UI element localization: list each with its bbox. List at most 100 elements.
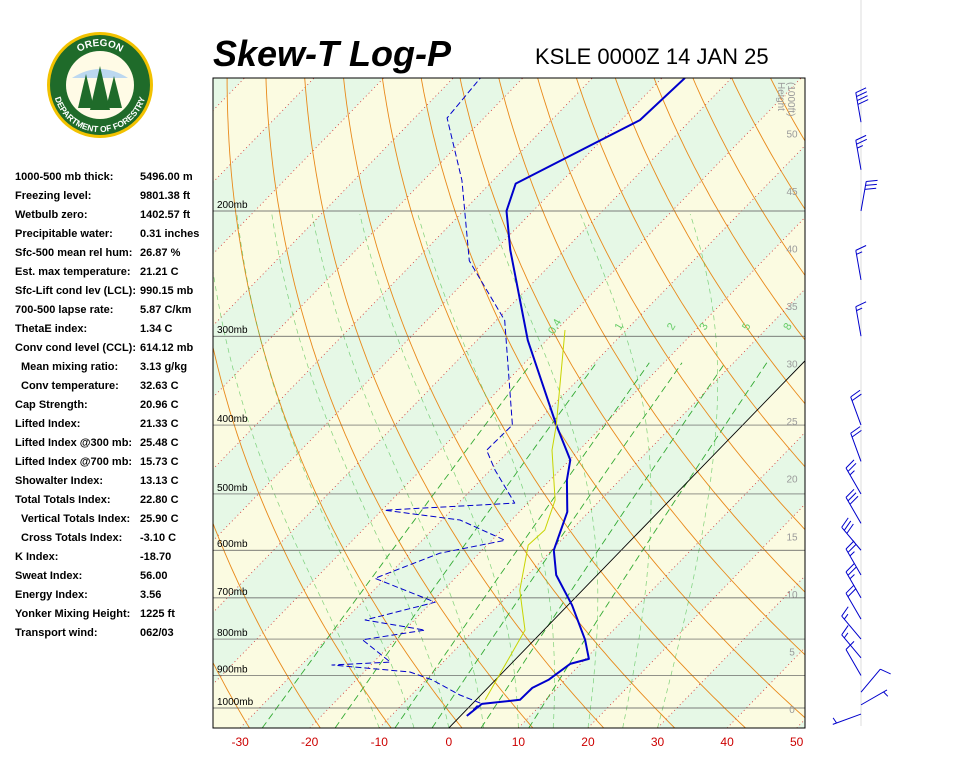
- dry-adiabat: [884, 73, 960, 728]
- stat-label: Est. max temperature:: [15, 266, 131, 278]
- stat-value: 1.34 C: [140, 323, 172, 335]
- stat-value: -3.10 C: [140, 532, 176, 544]
- dry-adiabat: [923, 73, 960, 728]
- stat-value: 1402.57 ft: [140, 209, 190, 221]
- stat-label: Cap Strength:: [15, 399, 88, 411]
- stat-value: 614.12 mb: [140, 342, 193, 354]
- height-axis-label: (1000ft): [785, 82, 796, 116]
- stat-label: Precipitable water:: [15, 228, 113, 240]
- wind-barb: [833, 714, 861, 724]
- wind-barb: [846, 641, 861, 675]
- stat-label: 700-500 lapse rate:: [15, 304, 113, 316]
- stat-label: Energy Index:: [15, 589, 88, 601]
- temperature-band: [866, 78, 960, 728]
- stat-value: 20.96 C: [140, 399, 179, 411]
- wind-barb: [861, 669, 891, 692]
- stat-value: 1225 ft: [140, 608, 175, 620]
- x-tick-label: 50: [790, 735, 804, 749]
- station: KSLE 0000Z 14 JAN 25: [535, 44, 769, 69]
- stat-value: 21.21 C: [140, 266, 179, 278]
- stat-label: Lifted Index @700 mb:: [15, 456, 132, 468]
- height-tick-label: 30: [786, 360, 798, 371]
- stat-label: Lifted Index @300 mb:: [15, 437, 132, 449]
- stat-label: Showalter Index:: [15, 475, 103, 487]
- height-tick-label: 45: [786, 187, 798, 198]
- stat-label: K Index:: [15, 551, 58, 563]
- dry-adiabat: [845, 73, 960, 728]
- stat-value: -18.70: [140, 551, 171, 563]
- stat-value: 25.90 C: [140, 513, 179, 525]
- stat-value: 22.80 C: [140, 494, 179, 506]
- height-tick-label: 35: [786, 302, 798, 313]
- wind-barb: [856, 88, 868, 122]
- wind-barb: [861, 180, 878, 211]
- height-tick-label: 40: [786, 244, 798, 255]
- stat-value: 25.48 C: [140, 437, 179, 449]
- y-tick-label: 500mb: [217, 483, 248, 494]
- y-tick-label: 1000mb: [217, 697, 254, 708]
- height-axis-label: Height: [775, 82, 786, 111]
- y-tick-label: 200mb: [217, 200, 248, 211]
- stat-label: Transport wind:: [15, 627, 98, 639]
- x-tick-label: -20: [301, 735, 319, 749]
- x-tick-label: 40: [720, 735, 734, 749]
- stat-value: 56.00: [140, 570, 168, 582]
- dry-adiabat: [807, 73, 960, 728]
- stat-label: Conv temperature:: [21, 380, 119, 392]
- x-tick-label: 0: [445, 735, 452, 749]
- y-tick-label: 800mb: [217, 628, 248, 639]
- x-tick-label: 10: [512, 735, 526, 749]
- stat-value: 13.13 C: [140, 475, 179, 487]
- stat-value: 5496.00 m: [140, 171, 193, 183]
- wind-barb: [846, 564, 861, 598]
- height-tick-label: 20: [786, 475, 798, 486]
- wind-barb: [846, 585, 861, 619]
- stat-label: Yonker Mixing Height:: [15, 608, 130, 620]
- stat-value: 062/03: [140, 627, 174, 639]
- stat-label: Lifted Index:: [15, 418, 80, 430]
- wind-barb: [842, 625, 861, 657]
- logo: OREGON DEPARTMENT OF FORESTRY: [47, 32, 153, 138]
- wind-barb: [842, 607, 861, 639]
- stat-label: Total Totals Index:: [15, 494, 111, 506]
- x-tick-label: -30: [231, 735, 249, 749]
- wind-barb: [842, 518, 861, 550]
- stat-label: ThetaE index:: [15, 323, 87, 335]
- stat-label: Wetbulb zero:: [15, 209, 88, 221]
- height-tick-label: 10: [786, 590, 798, 601]
- stat-label: Vertical Totals Index:: [21, 513, 130, 525]
- stat-value: 21.33 C: [140, 418, 179, 430]
- stat-value: 15.73 C: [140, 456, 179, 468]
- x-tick-label: 30: [651, 735, 665, 749]
- wind-barb: [846, 460, 861, 494]
- stat-value: 3.13 g/kg: [140, 361, 187, 373]
- height-tick-label: 25: [786, 417, 798, 428]
- height-tick-label: 0: [789, 705, 795, 716]
- stat-label: Mean mixing ratio:: [21, 361, 118, 373]
- stat-value: 32.63 C: [140, 380, 179, 392]
- y-tick-label: 900mb: [217, 664, 248, 675]
- y-tick-label: 300mb: [217, 325, 248, 336]
- y-tick-label: 400mb: [217, 414, 248, 425]
- wind-barbs: [833, 88, 891, 725]
- wind-barb: [851, 427, 862, 462]
- wind-barb: [861, 690, 888, 705]
- stat-value: 0.31 inches: [140, 228, 199, 240]
- temperature-band: [797, 78, 960, 728]
- height-tick-label: 5: [789, 647, 795, 658]
- isotherm: [797, 78, 960, 728]
- isotherm: [866, 78, 960, 728]
- y-tick-label: 600mb: [217, 539, 248, 550]
- stat-value: 26.87 %: [140, 247, 181, 259]
- stat-value: 5.87 C/km: [140, 304, 192, 316]
- stat-label: Sfc-500 mean rel hum:: [15, 247, 132, 259]
- x-tick-label: 20: [581, 735, 595, 749]
- stat-label: 1000-500 mb thick:: [15, 171, 113, 183]
- stat-label: Conv cond level (CCL):: [15, 342, 136, 354]
- stat-value: 990.15 mb: [140, 285, 193, 297]
- stat-label: Cross Totals Index:: [21, 532, 122, 544]
- stat-label: Sfc-Lift cond lev (LCL):: [15, 285, 136, 297]
- x-tick-label: -10: [371, 735, 389, 749]
- stat-value: 3.56: [140, 589, 161, 601]
